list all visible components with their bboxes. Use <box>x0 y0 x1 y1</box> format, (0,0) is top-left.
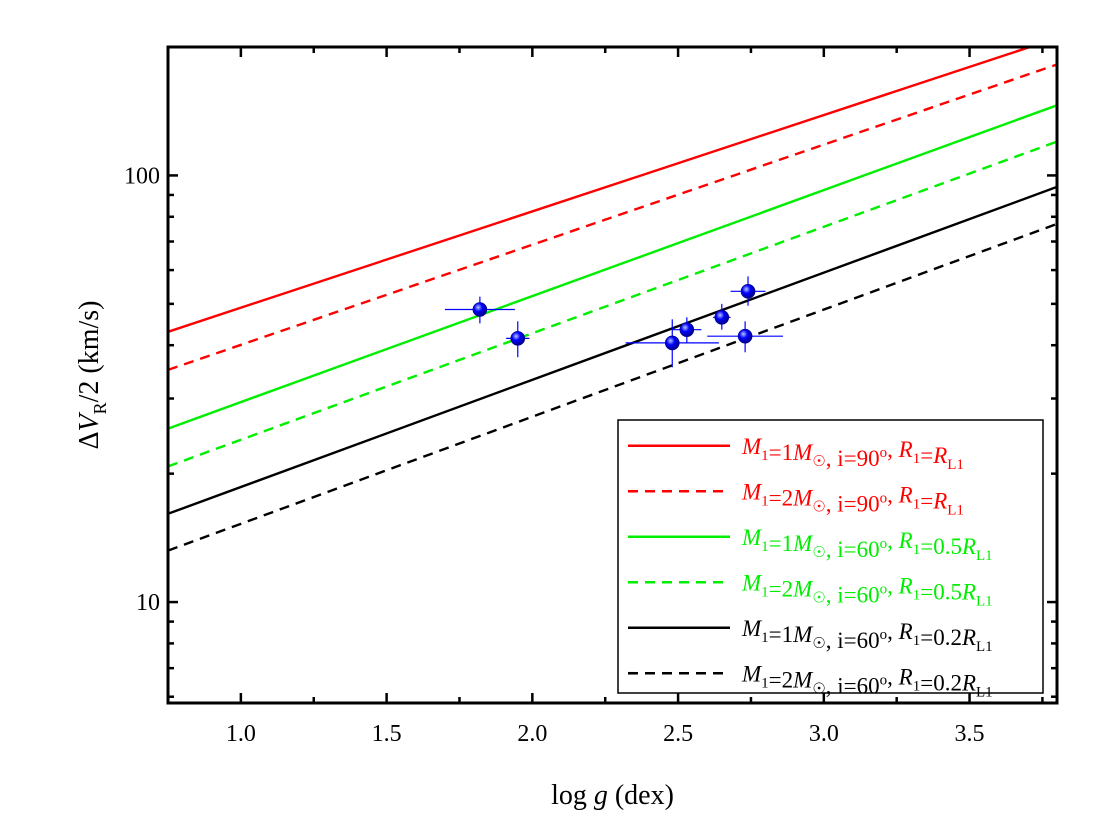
data-point-4 <box>672 317 702 343</box>
series-line-1 <box>168 47 1034 333</box>
series-line-6 <box>168 222 1057 552</box>
y-axis-title: ΔVR/2 (km/s) <box>74 300 110 449</box>
data-point-2 <box>506 321 530 358</box>
legend-box <box>617 419 1044 694</box>
series-line-2 <box>168 63 1057 372</box>
data-point-marker <box>737 328 753 344</box>
legend-item-6: M1=2M☉, i=60o, R1=0.2RL1 <box>628 661 993 700</box>
legend-label: M1=2M☉, i=60o, R1=0.5RL1 <box>741 570 993 609</box>
data-points <box>444 276 784 368</box>
legend-label: M1=1M☉, i=60o, R1=0.5RL1 <box>741 525 993 564</box>
axes: 1.0 1.5 2.0 2.5 3.0 3.5 10 100 <box>124 45 1059 747</box>
data-point-1 <box>444 296 515 324</box>
data-point-marker <box>714 310 730 325</box>
data-point-marker <box>679 322 695 337</box>
series-line-4 <box>168 140 1057 468</box>
data-point-6 <box>730 276 766 306</box>
legend-item-2: M1=2M☉, i=90o, R1=RL1 <box>628 479 964 518</box>
legend-item-4: M1=2M☉, i=60o, R1=0.5RL1 <box>628 570 993 609</box>
legend-label: M1=2M☉, i=60o, R1=0.2RL1 <box>741 661 993 700</box>
data-point-5 <box>713 303 731 330</box>
x-tick-label: 3.5 <box>955 721 985 747</box>
x-tick-label: 2.0 <box>517 721 547 747</box>
x-tick-label: 1.5 <box>372 721 402 747</box>
x-axis-title: log g (dex) <box>551 780 674 811</box>
x-tick-label: 3.0 <box>809 721 839 747</box>
plot-frame <box>166 45 1059 705</box>
data-point-marker <box>664 335 680 351</box>
legend-item-1: M1=1M☉, i=90o, R1=RL1 <box>628 434 964 473</box>
series-line-3 <box>168 104 1057 430</box>
legend-label: M1=1M☉, i=90o, R1=RL1 <box>741 434 964 473</box>
data-point-marker <box>472 302 488 317</box>
data-point-3 <box>625 319 719 368</box>
legend-label: M1=2M☉, i=90o, R1=RL1 <box>741 479 964 518</box>
legend-item-5: M1=1M☉, i=60o, R1=0.2RL1 <box>628 616 993 655</box>
series-lines <box>168 47 1057 552</box>
data-point-7 <box>707 321 784 353</box>
x-tick-label: 2.5 <box>663 721 693 747</box>
data-point-marker <box>510 331 526 346</box>
x-tick-label: 1.0 <box>226 721 256 747</box>
y-tick-label: 10 <box>136 590 160 616</box>
series-line-5 <box>168 185 1057 515</box>
data-point-marker <box>740 284 756 299</box>
axis-titles: log g (dex) ΔVR/2 (km/s) <box>74 300 674 811</box>
legend-item-3: M1=1M☉, i=60o, R1=0.5RL1 <box>628 525 993 564</box>
y-tick-label: 100 <box>124 163 160 189</box>
legend: M1=1M☉, i=90o, R1=RL1 M1=2M☉, i=90o, R1=R… <box>617 419 1044 700</box>
legend-label: M1=1M☉, i=60o, R1=0.2RL1 <box>741 616 993 655</box>
